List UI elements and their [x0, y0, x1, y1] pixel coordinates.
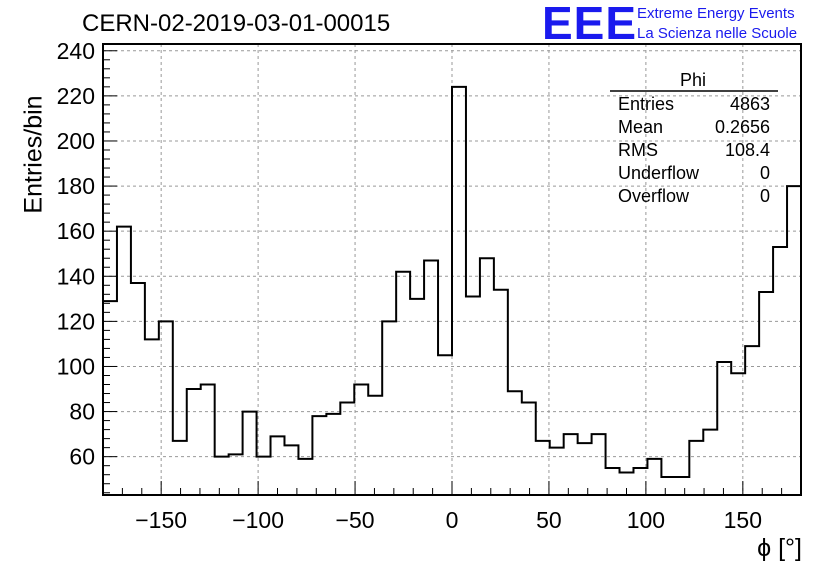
- histogram-bin: [703, 430, 717, 495]
- histogram-bin: [145, 339, 159, 495]
- histogram-bin: [368, 396, 382, 495]
- stats-row-mean: Mean 0.2656: [618, 117, 770, 138]
- stats-value: 0: [759, 163, 770, 183]
- histogram-bin: [745, 346, 759, 495]
- plot-frame: [102, 43, 802, 496]
- histogram-bin: [243, 412, 257, 495]
- stats-label: Mean: [618, 117, 664, 137]
- histogram-bin: [536, 441, 550, 495]
- histogram-bin: [647, 459, 661, 495]
- stats-value: 0: [759, 186, 770, 206]
- histogram-bin: [438, 355, 452, 495]
- histogram-bin: [564, 434, 578, 495]
- histogram-bin: [326, 414, 340, 495]
- y-tick-label: 220: [57, 83, 95, 109]
- y-tick-label: 200: [57, 128, 95, 154]
- histogram-bin: [187, 389, 201, 495]
- histogram-bin: [759, 292, 773, 495]
- histogram-bin: [201, 385, 215, 495]
- stats-value: 108.4: [724, 140, 770, 160]
- logo-line-1: Extreme Energy Events: [637, 5, 795, 22]
- histogram-bin: [689, 441, 703, 495]
- histogram-bin: [661, 477, 675, 495]
- run-title: CERN-02-2019-03-01-00015: [82, 10, 391, 37]
- y-tick-label: 80: [69, 399, 95, 425]
- histogram-outline: [102, 85, 802, 495]
- histogram-bin: [271, 436, 285, 495]
- y-tick-label: 160: [57, 218, 95, 244]
- histogram-bin: [494, 290, 508, 495]
- histogram-bin: [606, 468, 620, 495]
- stats-value: 4863: [729, 94, 770, 114]
- histogram-bin: [550, 448, 564, 495]
- histogram-bin: [340, 403, 354, 495]
- histogram-bin: [257, 457, 271, 495]
- histogram-bin: [103, 301, 117, 495]
- x-tick-label: −50: [336, 507, 375, 533]
- histogram-bin: [508, 391, 522, 495]
- x-tick-label: 50: [536, 507, 562, 533]
- stats-row-rms: RMS 108.4: [618, 140, 770, 161]
- x-tick-label: 0: [446, 507, 459, 533]
- histogram-bin: [787, 186, 801, 495]
- histogram-bin: [620, 472, 634, 495]
- y-axis-label: Entries/bin: [19, 95, 48, 214]
- histogram-bin: [396, 272, 410, 495]
- y-tick-label: 240: [57, 38, 95, 64]
- stats-label: RMS: [618, 140, 658, 160]
- y-tick-label: 140: [57, 263, 95, 289]
- x-axis-label: ϕ [°]: [757, 534, 802, 562]
- histogram-bin: [424, 260, 438, 495]
- x-axis-ticks: −150 −100 −50 0 50 100 150: [102, 481, 802, 533]
- x-tick-label: 150: [724, 507, 762, 533]
- histogram-bin: [633, 468, 647, 495]
- stats-label: Overflow: [618, 186, 690, 206]
- histogram-bin: [382, 321, 396, 495]
- histogram-bin: [215, 457, 229, 495]
- histogram-bin: [675, 477, 689, 495]
- histogram-bin: [717, 362, 731, 495]
- histogram-bin: [173, 441, 187, 495]
- stats-row-overflow: Overflow 0: [618, 186, 770, 207]
- histogram-bin: [312, 416, 326, 495]
- histogram-bin: [284, 445, 298, 495]
- histogram-bin: [117, 227, 131, 495]
- y-axis-ticks: 60 80 100 120 140 160 180 200 220 240: [57, 38, 117, 494]
- histogram-bin: [159, 321, 173, 495]
- histogram-bin: [452, 87, 466, 495]
- histogram-bin: [522, 403, 536, 495]
- histogram-bin: [731, 373, 745, 495]
- histogram-bin: [480, 258, 494, 495]
- histogram-bin: [466, 297, 480, 495]
- histogram-bin: [229, 454, 243, 495]
- y-tick-label: 100: [57, 353, 95, 379]
- y-tick-label: 180: [57, 173, 95, 199]
- x-tick-label: −100: [232, 507, 284, 533]
- histogram-bin: [592, 434, 606, 495]
- eee-logo: EEE: [542, 0, 638, 49]
- stats-label: Entries: [618, 94, 675, 114]
- histogram-step-line: [102, 85, 802, 495]
- y-tick-label: 60: [69, 444, 95, 470]
- y-tick-label: 120: [57, 308, 95, 334]
- x-tick-label: −150: [135, 507, 187, 533]
- histogram-bin: [131, 283, 145, 495]
- histogram-bin: [298, 459, 312, 495]
- stats-box-title: Phi: [680, 70, 707, 90]
- stats-value: 0.2656: [714, 117, 770, 137]
- stats-label: Underflow: [618, 163, 700, 183]
- histogram-bin: [354, 385, 368, 495]
- logo-line-2: La Scienza nelle Scuole: [637, 25, 798, 42]
- stats-row-underflow: Underflow 0: [618, 163, 770, 184]
- histogram-bin: [773, 247, 787, 495]
- stats-row-entries: Entries 4863: [618, 94, 770, 115]
- histogram-bin: [578, 443, 592, 495]
- x-tick-label: 100: [627, 507, 665, 533]
- histogram-bin: [410, 299, 424, 495]
